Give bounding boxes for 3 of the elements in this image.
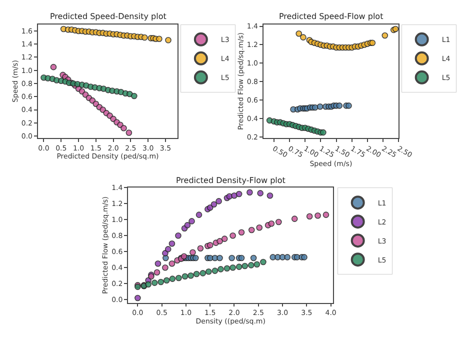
chart-title: Predicted Speed-Density plot bbox=[50, 12, 166, 21]
chart-title: Predicted Speed-Flow plot bbox=[279, 12, 384, 21]
chart-title: Predicted Density-Flow plot bbox=[176, 176, 286, 185]
